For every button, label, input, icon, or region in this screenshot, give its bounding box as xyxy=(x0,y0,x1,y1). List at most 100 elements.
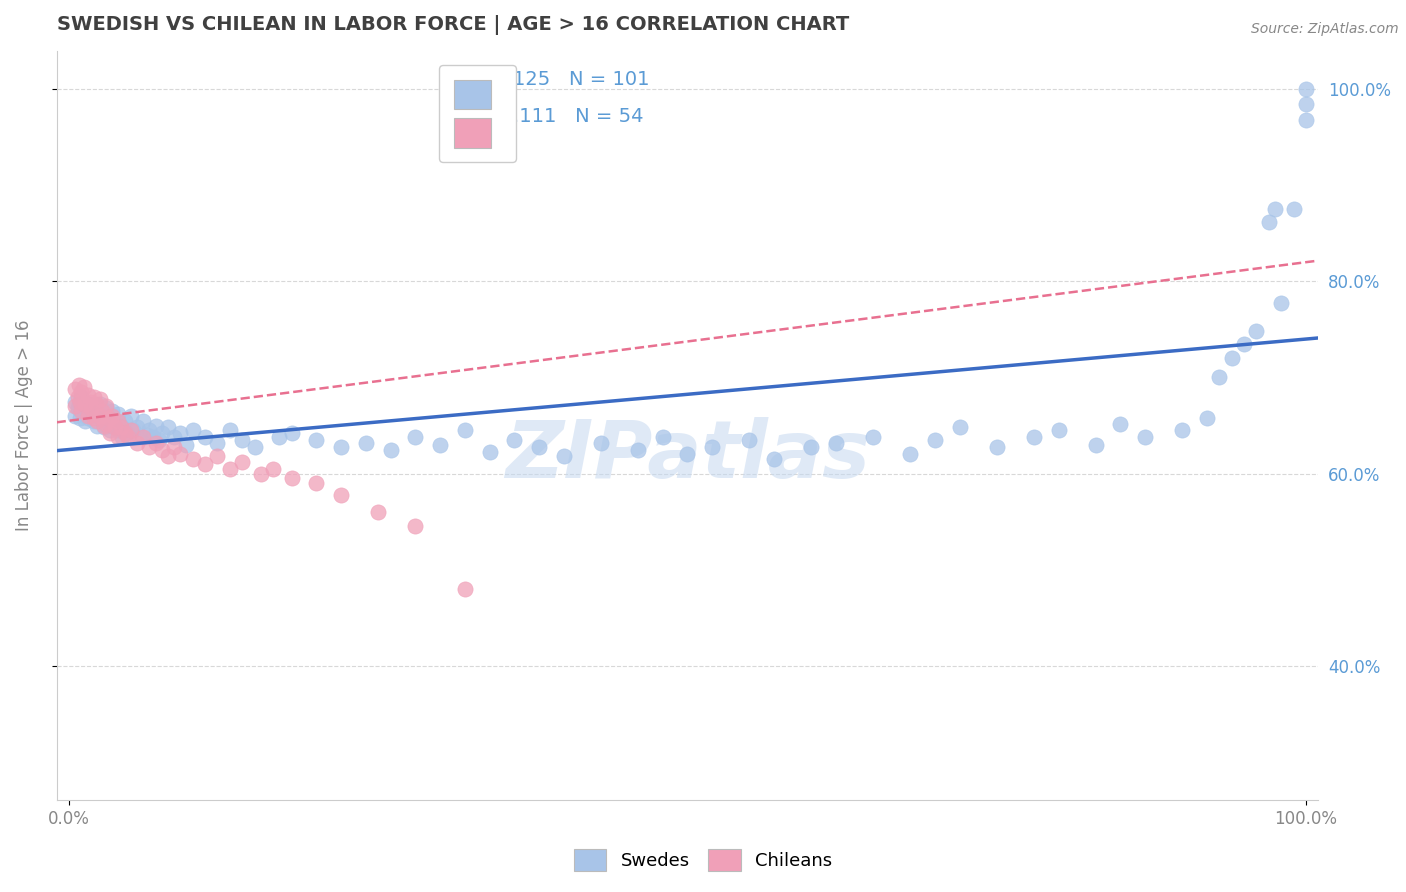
Point xyxy=(101,418,124,433)
Point xyxy=(207,435,229,450)
Point xyxy=(1047,423,1070,437)
Point xyxy=(67,378,90,392)
Point xyxy=(104,414,127,428)
Point xyxy=(101,404,124,418)
Point xyxy=(69,410,91,425)
Point xyxy=(1295,96,1317,111)
Point xyxy=(231,433,253,447)
Point xyxy=(101,409,124,423)
Point xyxy=(898,447,921,461)
Point xyxy=(367,505,389,519)
Point xyxy=(138,440,160,454)
Point xyxy=(79,407,101,421)
Point xyxy=(169,447,191,461)
Point xyxy=(93,420,115,434)
Point xyxy=(150,442,173,457)
Point xyxy=(404,519,426,533)
Point xyxy=(1295,113,1317,128)
Point xyxy=(429,438,451,452)
Point xyxy=(1022,430,1045,444)
Point xyxy=(97,410,120,425)
Point xyxy=(104,420,127,434)
Point xyxy=(1246,324,1268,338)
Point xyxy=(86,414,108,428)
Point xyxy=(218,462,240,476)
Point xyxy=(89,392,111,406)
Point xyxy=(948,420,970,434)
Point xyxy=(249,467,271,481)
Point xyxy=(83,400,105,414)
Point xyxy=(354,435,377,450)
Point xyxy=(132,430,155,444)
Point xyxy=(114,426,136,441)
Point xyxy=(478,445,501,459)
Point xyxy=(194,457,217,471)
Text: SWEDISH VS CHILEAN IN LABOR FORCE | AGE > 16 CORRELATION CHART: SWEDISH VS CHILEAN IN LABOR FORCE | AGE … xyxy=(56,15,849,35)
Point xyxy=(80,401,103,416)
Point xyxy=(1270,295,1292,310)
Point xyxy=(207,450,229,464)
Point xyxy=(83,390,105,404)
Point xyxy=(243,440,266,454)
Point xyxy=(330,488,353,502)
Point xyxy=(125,420,148,434)
Point xyxy=(148,433,170,447)
Text: R = 0.125   N = 101: R = 0.125 N = 101 xyxy=(451,70,650,89)
Point xyxy=(404,430,426,444)
Point xyxy=(280,426,302,441)
Point xyxy=(86,418,108,433)
Point xyxy=(280,471,302,485)
Point xyxy=(176,438,198,452)
Point xyxy=(93,418,115,433)
Point xyxy=(63,382,86,396)
Point xyxy=(454,582,477,596)
Point xyxy=(107,430,129,444)
Point xyxy=(553,450,575,464)
Point xyxy=(138,423,160,437)
Point xyxy=(94,401,117,416)
Point xyxy=(1109,417,1132,431)
Point xyxy=(80,401,103,416)
Point xyxy=(73,380,96,394)
Point xyxy=(66,401,89,416)
Point xyxy=(627,442,650,457)
Point xyxy=(89,397,111,411)
Point xyxy=(1195,410,1218,425)
Point xyxy=(156,420,179,434)
Point xyxy=(111,430,134,444)
Point xyxy=(98,426,121,441)
Point xyxy=(1257,215,1279,229)
Point xyxy=(84,397,107,411)
Point xyxy=(231,455,253,469)
Point xyxy=(63,394,86,409)
Point xyxy=(862,430,884,444)
Point xyxy=(1295,82,1317,96)
Point xyxy=(120,409,142,423)
Legend: Swedes, Chileans: Swedes, Chileans xyxy=(567,842,839,879)
Point xyxy=(986,440,1008,454)
Point xyxy=(94,417,117,431)
Point xyxy=(305,433,328,447)
Point xyxy=(181,423,204,437)
Point xyxy=(114,414,136,428)
Point xyxy=(89,409,111,423)
Point xyxy=(104,420,127,434)
Text: R =  0.111   N = 54: R = 0.111 N = 54 xyxy=(451,107,643,127)
Point xyxy=(89,410,111,425)
Point xyxy=(145,435,167,450)
Point xyxy=(163,440,186,454)
Point xyxy=(70,404,93,418)
Point xyxy=(1133,430,1156,444)
Point xyxy=(94,417,117,431)
Point xyxy=(91,404,114,418)
Point xyxy=(70,390,93,404)
Point xyxy=(125,435,148,450)
Point xyxy=(69,394,91,409)
Point xyxy=(676,447,699,461)
Point xyxy=(73,414,96,428)
Point xyxy=(115,426,138,441)
Point xyxy=(135,428,157,442)
Point xyxy=(110,418,132,433)
Point xyxy=(1233,336,1256,351)
Legend: , : , xyxy=(439,65,516,162)
